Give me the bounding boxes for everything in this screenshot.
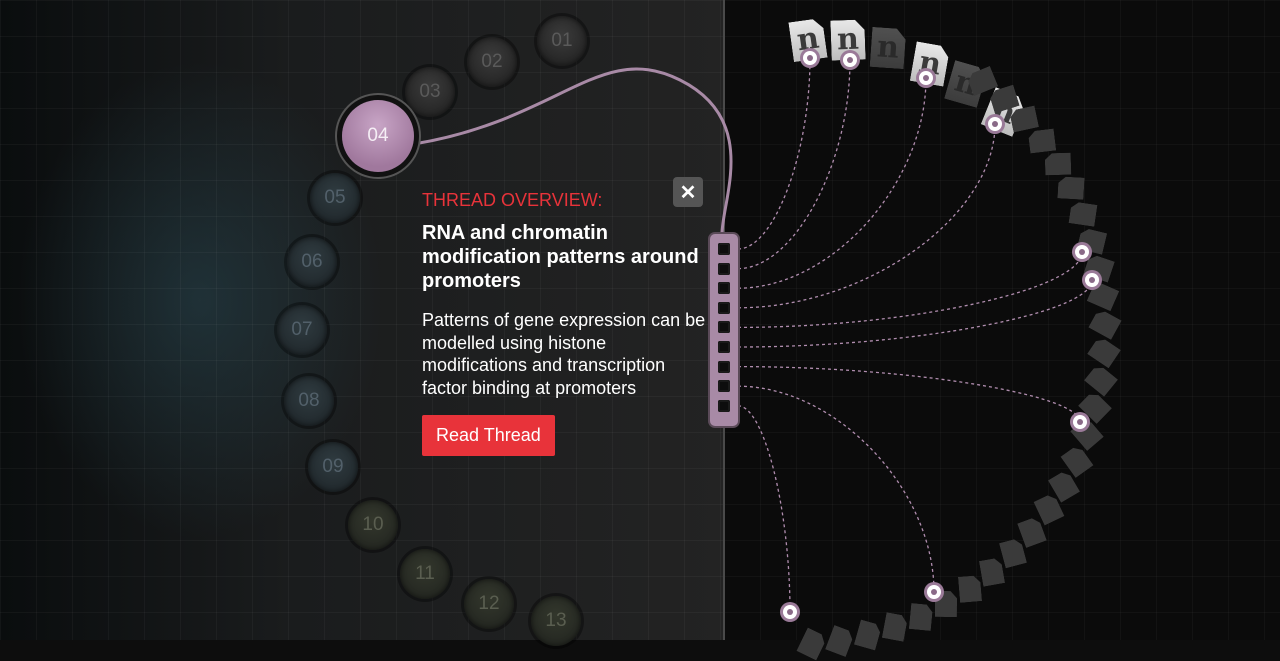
connector-port <box>718 301 730 314</box>
paper-link-dot <box>1085 273 1099 287</box>
issue-circle-10[interactable]: 10 <box>348 500 398 550</box>
paper-link-line <box>737 57 811 250</box>
issue-label: 07 <box>291 319 313 340</box>
paper-icon[interactable] <box>1058 177 1085 200</box>
connector-port <box>718 321 730 334</box>
thread-wires <box>413 57 1093 613</box>
paper-link-dot <box>988 117 1002 131</box>
thread-overview-label: THREAD OVERVIEW: <box>422 190 603 210</box>
paper-link-dot <box>1075 245 1089 259</box>
issue-circle-01[interactable]: 01 <box>537 16 587 66</box>
paper-link-line <box>737 279 1093 348</box>
thread-description: Patterns of gene expression can be model… <box>422 310 706 398</box>
issue-label: 05 <box>324 187 346 208</box>
issue-label: 12 <box>478 593 500 614</box>
issue-label: 10 <box>362 514 384 535</box>
issue-label: 04 <box>367 125 389 146</box>
close-icon[interactable]: ✕ <box>673 177 703 207</box>
issue-label: 08 <box>298 390 320 411</box>
connector-port <box>718 341 730 353</box>
paper-link-line <box>737 365 1081 423</box>
issue-circle-12[interactable]: 12 <box>464 579 514 629</box>
issue-circle-04-active[interactable]: 04 <box>342 100 414 172</box>
issue-circle-11[interactable]: 11 <box>400 549 450 599</box>
thread-overview-panel: THREAD OVERVIEW: RNA and chromatin modif… <box>422 190 712 456</box>
issue-label: 13 <box>545 610 567 631</box>
issue-label: 09 <box>322 456 344 477</box>
issue-circle-08[interactable]: 08 <box>284 376 334 426</box>
issue-circle-13[interactable]: 13 <box>531 596 581 646</box>
connector-port <box>718 380 730 393</box>
issue-label: 11 <box>415 563 435 584</box>
paper-link-dot <box>919 71 933 85</box>
paper-link-dot <box>927 585 941 599</box>
issue-label: 06 <box>301 251 323 272</box>
paper-link-line <box>737 251 1083 329</box>
paper-link-dot <box>1073 415 1087 429</box>
paper-link-line <box>737 59 851 270</box>
paper-link-line <box>737 123 996 309</box>
paper-link-line <box>737 385 935 593</box>
paper-link-line <box>737 405 791 613</box>
thread-title: RNA and chromatin modification patterns … <box>422 222 699 292</box>
paper-link-dot <box>783 605 797 619</box>
issue-circle-02[interactable]: 02 <box>467 37 517 87</box>
issue-label: 03 <box>419 81 441 102</box>
issue-circle-09[interactable]: 09 <box>308 442 358 492</box>
paper-link-line <box>737 77 927 289</box>
issue-circle-06[interactable]: 06 <box>287 237 337 287</box>
paper-link-dot <box>843 53 857 67</box>
issue-label: 01 <box>551 30 573 51</box>
connector-port <box>718 262 730 275</box>
connector-port <box>718 399 730 412</box>
issue-circle-03[interactable]: 03 <box>405 67 455 117</box>
issue-label: 02 <box>481 51 503 72</box>
connector-port <box>718 243 730 255</box>
connector-port <box>718 282 730 295</box>
paper-link-dot <box>803 51 817 65</box>
connector-port <box>718 360 730 373</box>
issue-circle-05[interactable]: 05 <box>310 173 360 223</box>
main-thread-line <box>413 67 733 235</box>
issue-circle-07[interactable]: 07 <box>277 305 327 355</box>
thread-connector <box>710 234 738 426</box>
read-thread-button[interactable]: Read Thread <box>422 415 555 456</box>
